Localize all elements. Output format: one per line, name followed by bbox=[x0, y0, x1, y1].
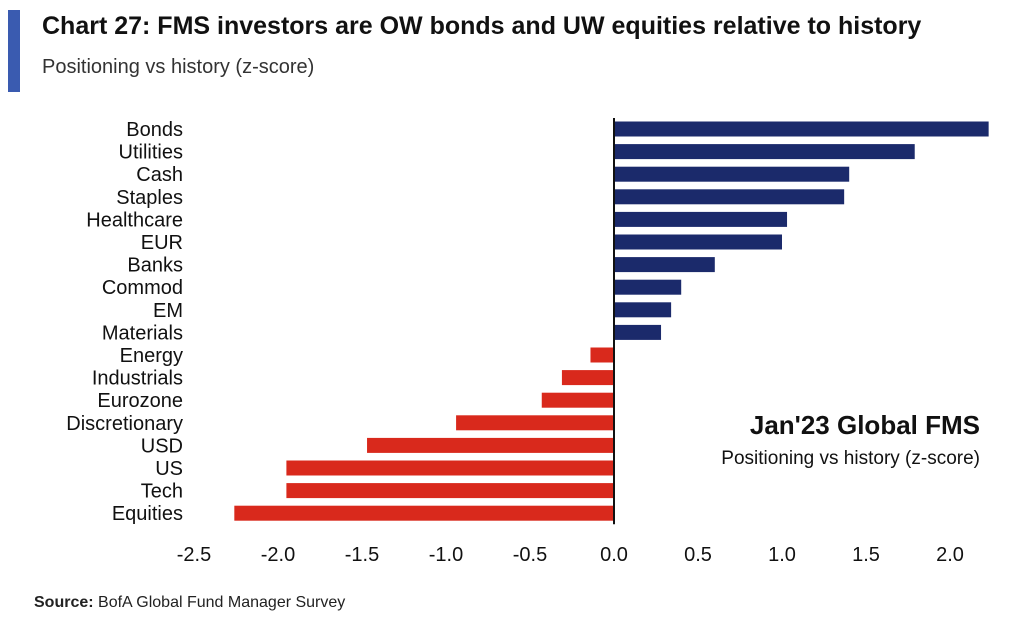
bars-group bbox=[234, 121, 989, 521]
chart-subtitle: Positioning vs history (z-score) bbox=[42, 56, 315, 78]
category-label-tech: Tech bbox=[141, 481, 183, 503]
bar-usd bbox=[367, 437, 614, 453]
category-label-energy: Energy bbox=[120, 345, 183, 367]
category-label-commod: Commod bbox=[102, 277, 183, 299]
x-tick-label: 1.0 bbox=[768, 544, 796, 566]
category-label-banks: Banks bbox=[127, 255, 183, 277]
category-label-usd: USD bbox=[141, 435, 183, 457]
chart-title: Chart 27: FMS investors are OW bonds and… bbox=[42, 12, 922, 40]
x-tick-label: -2.0 bbox=[261, 544, 295, 566]
annotation-title: Jan'23 Global FMS bbox=[750, 410, 980, 440]
bar-em bbox=[614, 302, 672, 318]
category-label-healthcare: Healthcare bbox=[86, 209, 183, 231]
bar-materials bbox=[614, 324, 662, 340]
bar-healthcare bbox=[614, 211, 788, 227]
x-tick-label: -0.5 bbox=[513, 544, 547, 566]
x-tick-label: 0.5 bbox=[684, 544, 712, 566]
bar-us bbox=[286, 460, 614, 476]
x-axis-ticks: -2.5 -2.0 -1.5 -1.0 -0.5 0.0 0.5 1.0 1.5 2.0 bbox=[177, 544, 964, 566]
bar-equities bbox=[234, 505, 614, 521]
category-labels: BondsUtilitiesCashStaplesHealthcareEURBa… bbox=[66, 119, 183, 525]
category-label-equities: Equities bbox=[112, 503, 183, 525]
category-label-eurozone: Eurozone bbox=[97, 390, 183, 412]
bar-bonds bbox=[614, 121, 989, 137]
bar-energy bbox=[590, 347, 614, 363]
bar-commod bbox=[614, 279, 682, 295]
bar-tech bbox=[286, 483, 614, 499]
source-note: Source: BofA Global Fund Manager Survey bbox=[34, 594, 345, 612]
bar-discretionary bbox=[456, 415, 614, 431]
category-label-discretionary: Discretionary bbox=[66, 413, 183, 435]
category-label-cash: Cash bbox=[136, 164, 183, 186]
source-label: Source: bbox=[34, 594, 94, 611]
category-label-eur: EUR bbox=[141, 232, 183, 254]
category-label-staples: Staples bbox=[116, 187, 183, 209]
bar-banks bbox=[614, 257, 715, 273]
x-tick-label: 2.0 bbox=[936, 544, 964, 566]
x-tick-label: 1.5 bbox=[852, 544, 880, 566]
category-label-bonds: Bonds bbox=[126, 119, 183, 141]
category-label-materials: Materials bbox=[102, 322, 183, 344]
bar-staples bbox=[614, 189, 845, 205]
bar-utilities bbox=[614, 144, 915, 160]
x-tick-label: -2.5 bbox=[177, 544, 211, 566]
source-text: BofA Global Fund Manager Survey bbox=[98, 594, 346, 611]
x-tick-label: -1.5 bbox=[345, 544, 379, 566]
category-label-utilities: Utilities bbox=[119, 142, 183, 164]
annotation-subtitle: Positioning vs history (z-score) bbox=[721, 448, 980, 469]
x-tick-label: 0.0 bbox=[600, 544, 628, 566]
bar-chart: BondsUtilitiesCashStaplesHealthcareEURBa… bbox=[66, 118, 989, 566]
x-tick-label: -1.0 bbox=[429, 544, 463, 566]
bar-eur bbox=[614, 234, 782, 250]
category-label-us: US bbox=[155, 458, 183, 480]
bar-industrials bbox=[561, 370, 614, 386]
category-label-industrials: Industrials bbox=[92, 368, 183, 390]
title-accent-bar bbox=[8, 10, 20, 92]
bar-eurozone bbox=[541, 392, 614, 408]
category-label-em: EM bbox=[153, 300, 183, 322]
bar-cash bbox=[614, 166, 850, 182]
